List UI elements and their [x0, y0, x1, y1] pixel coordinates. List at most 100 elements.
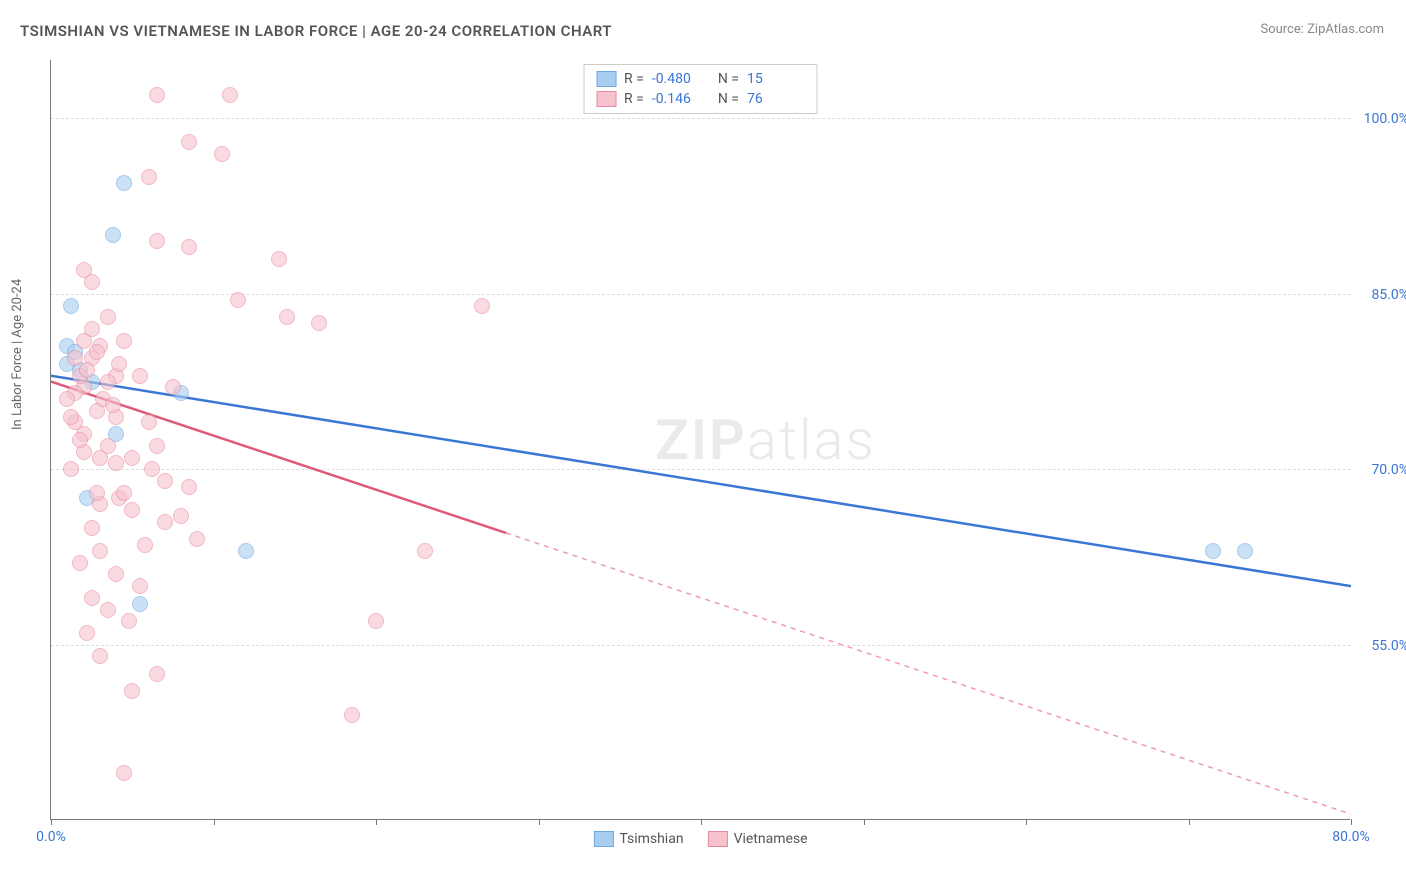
gridline-h: 100.0%: [51, 118, 1351, 119]
scatter-point-series-1: [144, 461, 160, 477]
scatter-point-series-1: [92, 648, 108, 664]
x-tick-label: 80.0%: [1332, 829, 1370, 845]
scatter-point-series-1: [124, 683, 140, 699]
scatter-point-series-0: [116, 175, 132, 191]
scatter-point-series-1: [165, 379, 181, 395]
legend-swatch-0: [593, 831, 613, 847]
scatter-point-series-1: [72, 555, 88, 571]
scatter-point-series-1: [108, 566, 124, 582]
scatter-point-series-1: [100, 602, 116, 618]
scatter-point-series-1: [181, 479, 197, 495]
scatter-point-series-1: [89, 344, 105, 360]
scatter-point-series-1: [368, 613, 384, 629]
scatter-point-series-1: [105, 397, 121, 413]
trendline-dashed-1: [506, 533, 1351, 814]
x-tick: [701, 819, 702, 825]
x-tick: [1351, 819, 1352, 825]
scatter-point-series-1: [92, 543, 108, 559]
scatter-point-series-1: [279, 309, 295, 325]
x-tick: [1189, 819, 1190, 825]
scatter-point-series-1: [84, 321, 100, 337]
swatch-series-1: [596, 91, 616, 107]
scatter-point-series-1: [157, 473, 173, 489]
legend-label-1: Vietnamese: [734, 831, 808, 847]
scatter-point-series-0: [1237, 543, 1253, 559]
scatter-point-series-1: [92, 450, 108, 466]
scatter-point-series-1: [100, 309, 116, 325]
scatter-point-series-1: [63, 409, 79, 425]
correlation-chart: TSIMSHIAN VS VIETNAMESE IN LABOR FORCE |…: [0, 0, 1406, 892]
y-tick-label: 85.0%: [1371, 287, 1406, 303]
gridline-h: 70.0%: [51, 469, 1351, 470]
scatter-point-series-0: [238, 543, 254, 559]
scatter-point-series-1: [100, 374, 116, 390]
legend-item-1: Vietnamese: [708, 831, 808, 847]
scatter-point-series-1: [67, 350, 83, 366]
y-tick-label: 55.0%: [1371, 638, 1406, 654]
scatter-point-series-1: [149, 666, 165, 682]
n-value-0: 15: [747, 71, 805, 87]
scatter-point-series-1: [84, 590, 100, 606]
r-value-0: -0.480: [652, 71, 710, 87]
r-label: R =: [624, 71, 644, 87]
scatter-point-series-1: [63, 461, 79, 477]
scatter-point-series-1: [116, 485, 132, 501]
scatter-point-series-1: [230, 292, 246, 308]
x-tick: [864, 819, 865, 825]
scatter-point-series-1: [116, 765, 132, 781]
scatter-point-series-1: [173, 508, 189, 524]
scatter-point-series-1: [79, 362, 95, 378]
scatter-point-series-1: [121, 613, 137, 629]
scatter-point-series-1: [89, 403, 105, 419]
scatter-point-series-1: [59, 391, 75, 407]
scatter-point-series-1: [181, 239, 197, 255]
scatter-point-series-1: [417, 543, 433, 559]
y-tick-label: 70.0%: [1371, 462, 1406, 478]
scatter-point-series-1: [141, 414, 157, 430]
legend-swatch-1: [708, 831, 728, 847]
scatter-point-series-1: [149, 438, 165, 454]
x-tick: [1026, 819, 1027, 825]
scatter-point-series-0: [1205, 543, 1221, 559]
r-label: R =: [624, 91, 644, 107]
scatter-point-series-1: [132, 368, 148, 384]
scatter-point-series-1: [149, 87, 165, 103]
legend: Tsimshian Vietnamese: [593, 831, 807, 847]
scatter-point-series-1: [89, 485, 105, 501]
scatter-point-series-1: [111, 356, 127, 372]
scatter-point-series-1: [157, 514, 173, 530]
x-tick: [539, 819, 540, 825]
stats-row-series-0: R = -0.480 N = 15: [596, 69, 805, 89]
scatter-point-series-1: [149, 233, 165, 249]
scatter-point-series-1: [124, 450, 140, 466]
plot-area: ZIPatlas 100.0%85.0%70.0%55.0% 0.0%80.0%…: [50, 60, 1350, 820]
y-tick-label: 100.0%: [1364, 111, 1406, 127]
legend-label-0: Tsimshian: [619, 831, 683, 847]
gridline-h: 55.0%: [51, 645, 1351, 646]
scatter-point-series-1: [132, 578, 148, 594]
x-tick-label: 0.0%: [36, 829, 66, 845]
n-label: N =: [718, 91, 739, 107]
scatter-point-series-1: [108, 455, 124, 471]
stats-box: R = -0.480 N = 15 R = -0.146 N = 76: [583, 64, 818, 114]
scatter-point-series-1: [189, 531, 205, 547]
n-value-1: 76: [747, 91, 805, 107]
scatter-point-series-1: [214, 146, 230, 162]
scatter-point-series-1: [124, 502, 140, 518]
scatter-point-series-1: [271, 251, 287, 267]
scatter-point-series-1: [474, 298, 490, 314]
gridline-h: 85.0%: [51, 294, 1351, 295]
r-value-1: -0.146: [652, 91, 710, 107]
x-tick: [51, 819, 52, 825]
source-label: Source: ZipAtlas.com: [1260, 22, 1384, 37]
x-tick: [376, 819, 377, 825]
x-tick: [214, 819, 215, 825]
scatter-point-series-1: [181, 134, 197, 150]
scatter-point-series-0: [105, 227, 121, 243]
scatter-point-series-1: [311, 315, 327, 331]
scatter-point-series-1: [84, 520, 100, 536]
swatch-series-0: [596, 71, 616, 87]
scatter-point-series-1: [116, 333, 132, 349]
scatter-point-series-1: [222, 87, 238, 103]
stats-row-series-1: R = -0.146 N = 76: [596, 89, 805, 109]
